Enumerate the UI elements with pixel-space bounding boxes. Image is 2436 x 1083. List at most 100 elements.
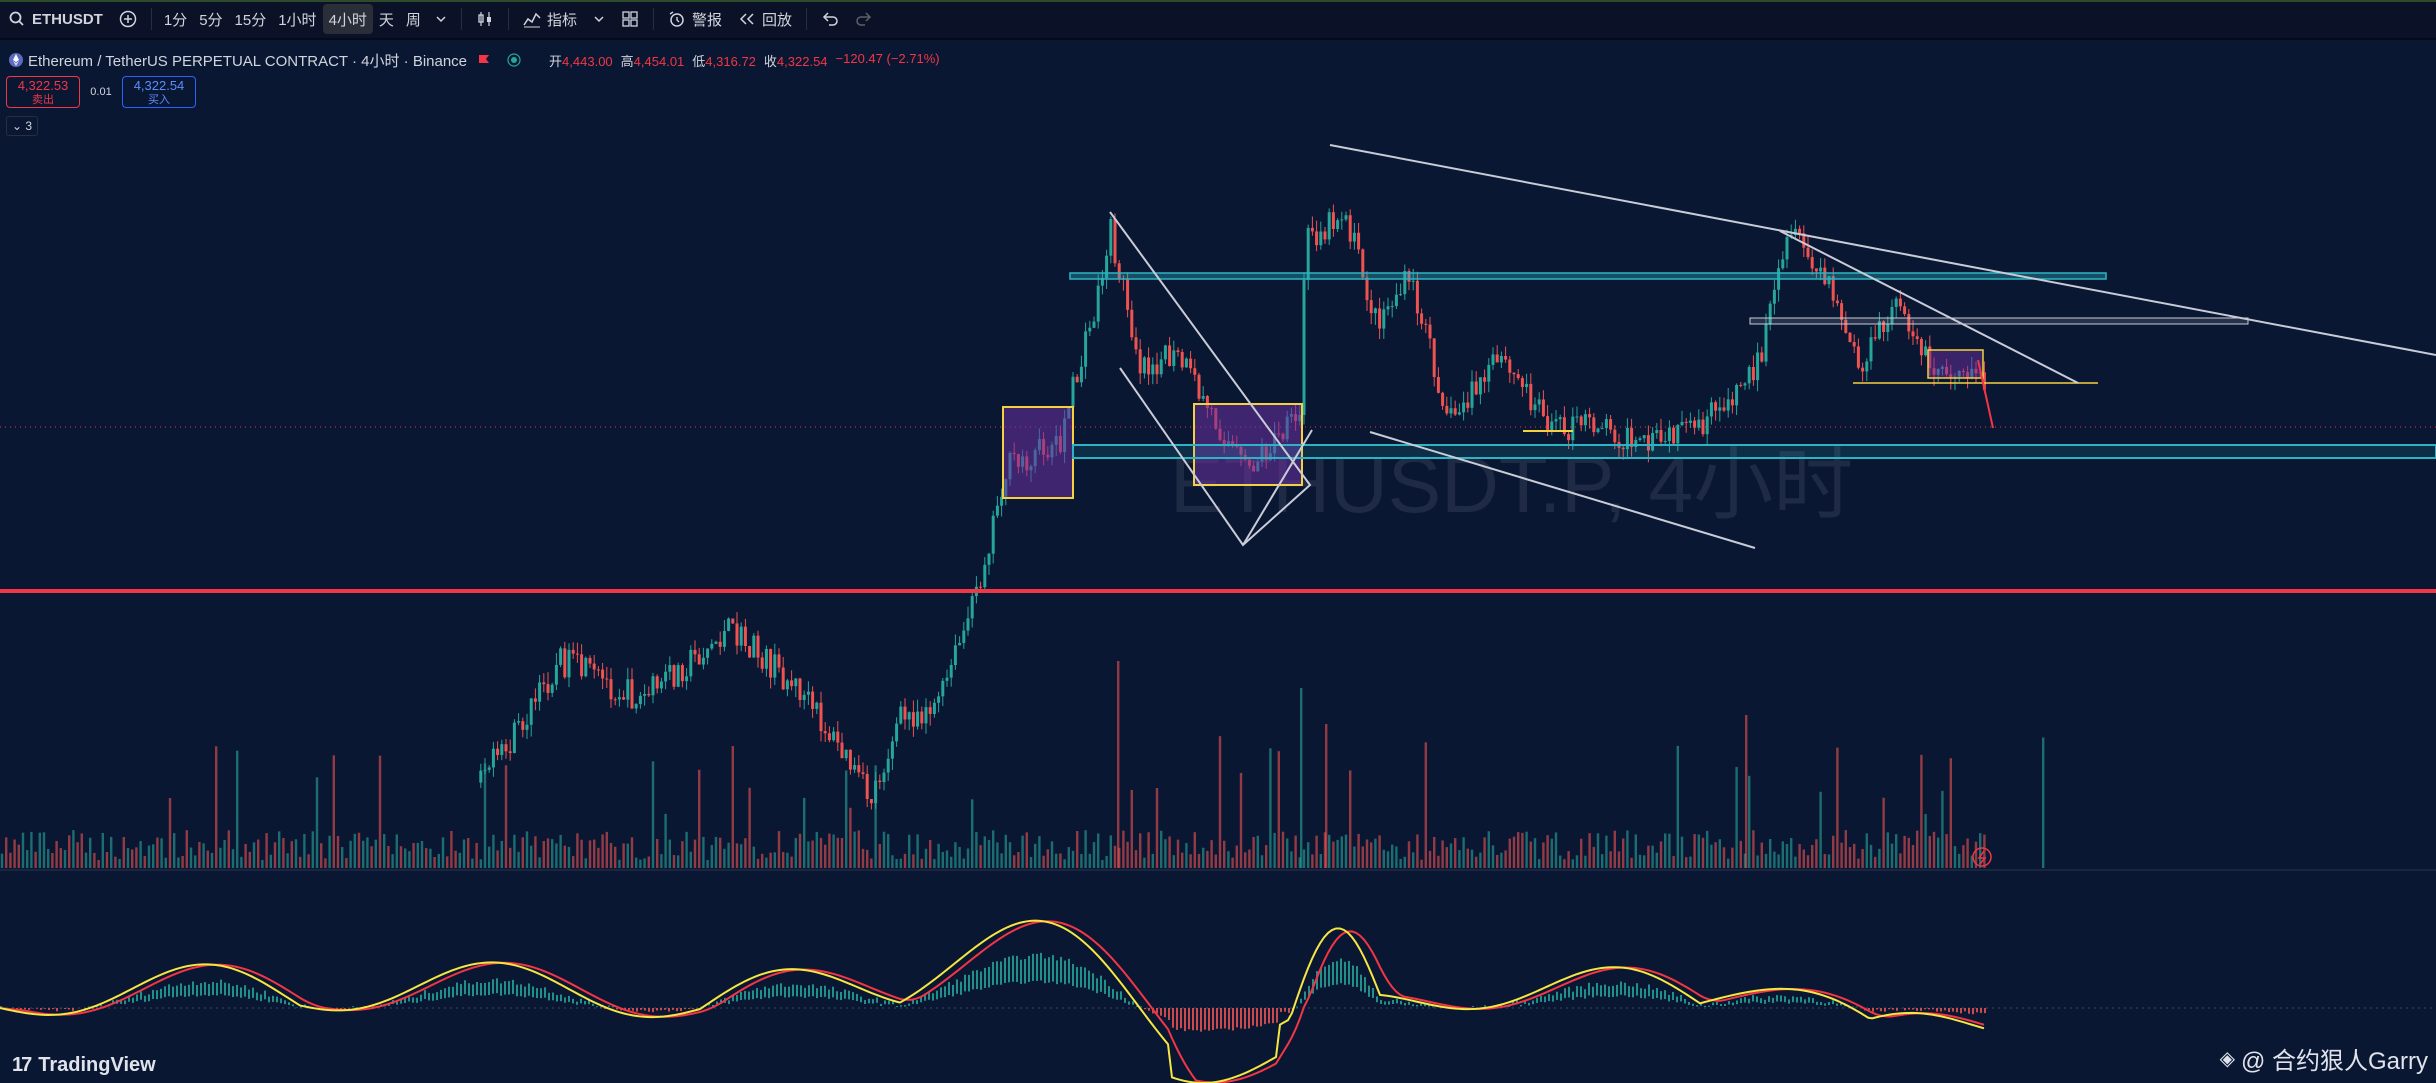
candle-body xyxy=(500,744,504,756)
volume-bar xyxy=(1202,847,1205,868)
main-downtrend-line[interactable] xyxy=(1329,144,2436,356)
triangle-edge[interactable] xyxy=(1242,429,1313,546)
volume-bar xyxy=(80,833,83,868)
candle-body xyxy=(1436,377,1440,393)
consolidation-box-3[interactable] xyxy=(1927,349,1984,379)
volume-bar xyxy=(832,834,835,868)
interval-5[interactable]: 天 xyxy=(378,11,394,29)
volume-bar xyxy=(1651,845,1654,868)
volume-bar xyxy=(567,846,571,868)
volume-bar xyxy=(1462,837,1465,868)
interval-0[interactable]: 1分 xyxy=(163,11,188,29)
collapse-indicators-button[interactable]: ⌄ 3 xyxy=(6,116,38,136)
volume-bar xyxy=(1038,836,1041,868)
macd-histogram-bar xyxy=(220,979,222,994)
templates-button[interactable] xyxy=(613,4,647,34)
volume-bar xyxy=(1559,855,1562,868)
volume-bar xyxy=(1932,831,1936,868)
volume-bar xyxy=(236,750,239,868)
macd-histogram-bar xyxy=(844,989,846,999)
macd-histogram-bar xyxy=(896,1006,898,1008)
support-zone[interactable] xyxy=(1072,444,2436,459)
volume-bar xyxy=(1134,850,1138,868)
change-value: −120.47 (−2.71%) xyxy=(835,50,940,66)
macd-histogram-bar xyxy=(1696,1005,1698,1007)
macd-histogram-bar xyxy=(660,1008,662,1011)
macd-histogram-bar xyxy=(1352,965,1354,987)
macd-histogram-bar xyxy=(1144,1008,1146,1010)
redo-button[interactable] xyxy=(847,4,881,34)
upper-channel-line[interactable] xyxy=(1779,230,2079,384)
candle-body xyxy=(1697,419,1701,428)
undo-button[interactable] xyxy=(813,4,847,34)
candle-body xyxy=(777,654,781,668)
volume-bar xyxy=(702,836,705,868)
macd-histogram-bar xyxy=(48,1008,50,1010)
interval-4[interactable]: 4小时 xyxy=(322,4,373,34)
flag-icon[interactable] xyxy=(477,53,491,67)
macd-histogram-bar xyxy=(400,999,402,1004)
candle-body xyxy=(659,681,663,689)
interval-3[interactable]: 1小时 xyxy=(278,11,317,29)
interval-6[interactable]: 周 xyxy=(405,11,421,29)
macd-histogram-bar xyxy=(1412,1004,1414,1007)
macd-histogram-bar xyxy=(964,974,966,992)
interval-2[interactable]: 15分 xyxy=(234,11,267,29)
volume-bar xyxy=(958,846,961,868)
lower-channel-line[interactable] xyxy=(1369,431,1756,549)
volume-bar xyxy=(370,846,373,868)
consolidation-box-1[interactable] xyxy=(1002,406,1074,499)
macd-histogram-bar xyxy=(252,987,254,998)
volume-bar xyxy=(1034,843,1037,868)
candle-body xyxy=(1117,263,1121,279)
candle-body xyxy=(584,657,588,677)
chart-type-button[interactable] xyxy=(468,4,502,34)
sell-button[interactable]: 4,322.53 卖出 xyxy=(6,76,80,108)
volume-bar xyxy=(1428,850,1432,868)
indicators-button[interactable]: 指标 xyxy=(515,4,585,34)
volume-bar xyxy=(395,834,398,868)
drop-projection-line[interactable] xyxy=(1977,359,1994,429)
candle-body xyxy=(924,707,928,724)
macd-histogram-bar xyxy=(280,998,282,1004)
volume-bar xyxy=(257,839,260,868)
candle-body xyxy=(983,564,987,588)
candle-body xyxy=(1600,428,1604,430)
interval-dropdown[interactable] xyxy=(427,4,455,34)
volume-bar xyxy=(744,838,747,868)
volume-bar xyxy=(790,856,793,868)
bolt-icon[interactable] xyxy=(1972,847,1992,867)
volume-bar xyxy=(614,846,617,868)
triangle-pattern[interactable] xyxy=(1109,211,1312,547)
macd-histogram-bar xyxy=(1224,1008,1226,1029)
macd-histogram-bar xyxy=(424,990,426,1000)
mid-zone[interactable] xyxy=(1749,317,2249,325)
compare-button[interactable] xyxy=(111,4,145,34)
candle-body xyxy=(1579,416,1583,426)
volume-bar xyxy=(517,851,520,868)
volume-bar xyxy=(1777,854,1780,868)
resistance-zone[interactable] xyxy=(1069,272,2107,280)
candle-body xyxy=(1852,342,1856,347)
macd-histogram-bar xyxy=(56,1008,58,1012)
interval-1[interactable]: 5分 xyxy=(199,11,223,29)
symbol-search[interactable]: ETHUSDT xyxy=(0,4,111,34)
volume-bar xyxy=(882,831,886,868)
alert-button[interactable]: 警报 xyxy=(660,4,730,34)
macd-histogram-bar xyxy=(656,1008,658,1011)
macd-histogram-bar xyxy=(476,982,478,996)
volume-bar xyxy=(1336,839,1339,868)
macd-histogram-bar xyxy=(1176,1008,1178,1030)
indicators-dropdown[interactable] xyxy=(585,4,613,34)
replay-button[interactable]: 回放 xyxy=(730,4,800,34)
macd-histogram-bar xyxy=(560,994,562,1002)
candle-body xyxy=(559,648,563,665)
volume-bar xyxy=(1416,834,1419,868)
volume-bar xyxy=(748,787,751,868)
buy-button[interactable]: 4,322.54 买入 xyxy=(122,76,196,108)
candle-body xyxy=(1541,399,1545,417)
volume-bar xyxy=(1496,854,1499,868)
macd-histogram-bar xyxy=(1280,1008,1282,1012)
interval-group: 1分 5分 15分 1小时 4小时天周 xyxy=(158,4,427,34)
